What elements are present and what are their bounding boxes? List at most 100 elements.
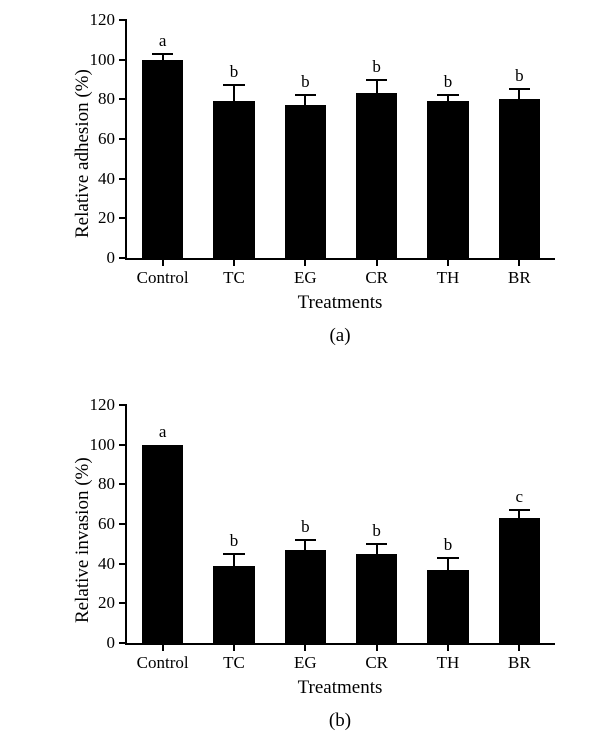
ytick xyxy=(119,483,127,485)
significance-label: b xyxy=(372,521,381,541)
chart-b-ylabel: Relative invasion (%) xyxy=(72,457,94,623)
ytick xyxy=(119,602,127,604)
ytick xyxy=(119,178,127,180)
significance-label: b xyxy=(372,57,381,77)
ytick xyxy=(119,19,127,21)
ytick xyxy=(119,257,127,259)
errorbar-cap xyxy=(509,88,530,90)
errorbar-stem xyxy=(518,89,520,99)
significance-label: b xyxy=(301,72,310,92)
xtick xyxy=(518,643,520,651)
bar xyxy=(427,101,468,258)
significance-label: a xyxy=(159,31,167,51)
errorbar-cap xyxy=(223,553,244,555)
significance-label: b xyxy=(230,62,239,82)
xcat-label: TC xyxy=(223,653,245,673)
xtick xyxy=(447,643,449,651)
significance-label: b xyxy=(444,72,453,92)
chart-b-plot: Relative invasion (%) 020406080100120Con… xyxy=(125,405,555,645)
ytick-label: 60 xyxy=(98,129,115,149)
xcat-label: TH xyxy=(437,268,460,288)
errorbar-cap xyxy=(366,79,387,81)
errorbar-cap xyxy=(437,557,458,559)
bar xyxy=(356,93,397,258)
bar xyxy=(356,554,397,643)
errorbar-cap xyxy=(509,509,530,511)
ytick-label: 120 xyxy=(90,10,116,30)
errorbar-stem xyxy=(233,554,235,566)
bar xyxy=(499,518,540,643)
ytick-label: 40 xyxy=(98,554,115,574)
chart-a-ylabel: Relative adhesion (%) xyxy=(72,69,94,238)
errorbar-stem xyxy=(376,544,378,554)
xcat-label: TC xyxy=(223,268,245,288)
xtick xyxy=(304,258,306,266)
page: Relative adhesion (%) 0 20 40 60 80 100 120 Con… xyxy=(0,0,600,745)
xcat-label: TH xyxy=(437,653,460,673)
significance-label: b xyxy=(301,517,310,537)
bar xyxy=(285,550,326,643)
chart-b-block: Relative invasion (%) 0 20 40 60 80 100 120 Con… xyxy=(30,395,570,755)
xcat-label: EG xyxy=(294,268,317,288)
errorbar-stem xyxy=(233,85,235,101)
ytick xyxy=(119,59,127,61)
ytick-label: 100 xyxy=(90,435,116,455)
errorbar-stem xyxy=(376,80,378,94)
xtick xyxy=(447,258,449,266)
chart-b-xlabel: Treatments xyxy=(298,677,383,699)
xtick xyxy=(518,258,520,266)
errorbar-cap xyxy=(295,94,316,96)
errorbar-cap xyxy=(437,94,458,96)
chart-a-panel-label: (a) xyxy=(329,325,350,347)
errorbar-stem xyxy=(518,510,520,518)
bar xyxy=(427,570,468,643)
bar xyxy=(213,566,254,643)
xtick xyxy=(376,258,378,266)
significance-label: b xyxy=(444,535,453,555)
ytick-label: 0 xyxy=(107,248,116,268)
xcat-label: CR xyxy=(365,268,388,288)
errorbar-stem xyxy=(304,540,306,550)
chart-a-plot: Relative adhesion (%) 020406080100120Con… xyxy=(125,20,555,260)
chart-b-panel-label: (b) xyxy=(329,710,351,732)
xcat-label: Control xyxy=(137,653,189,673)
errorbar-cap xyxy=(295,539,316,541)
errorbar-cap xyxy=(366,543,387,545)
ytick xyxy=(119,563,127,565)
chart-a-xlabel: Treatments xyxy=(298,292,383,314)
ytick-label: 20 xyxy=(98,593,115,613)
xcat-label: BR xyxy=(508,268,531,288)
ytick xyxy=(119,444,127,446)
xcat-label: CR xyxy=(365,653,388,673)
significance-label: a xyxy=(159,422,167,442)
errorbar-cap xyxy=(223,84,244,86)
xtick xyxy=(233,643,235,651)
ytick xyxy=(119,138,127,140)
ytick xyxy=(119,523,127,525)
ytick xyxy=(119,98,127,100)
ytick-label: 20 xyxy=(98,208,115,228)
xtick xyxy=(162,258,164,266)
ytick-label: 100 xyxy=(90,50,116,70)
bar xyxy=(142,445,183,643)
xtick xyxy=(162,643,164,651)
bar xyxy=(285,105,326,258)
significance-label: c xyxy=(516,487,524,507)
ytick-label: 40 xyxy=(98,169,115,189)
chart-a-block: Relative adhesion (%) 020406080100120Con… xyxy=(30,10,570,370)
ytick-label: 0 xyxy=(107,633,116,653)
xcat-label: BR xyxy=(508,653,531,673)
xcat-label: Control xyxy=(137,268,189,288)
bar xyxy=(499,99,540,258)
ytick-label: 80 xyxy=(98,474,115,494)
xcat-label: EG xyxy=(294,653,317,673)
ytick-label: 60 xyxy=(98,514,115,534)
ytick-label: 120 xyxy=(90,395,116,415)
significance-label: b xyxy=(515,66,524,86)
xtick xyxy=(304,643,306,651)
xtick xyxy=(233,258,235,266)
errorbar-stem xyxy=(447,558,449,570)
ytick xyxy=(119,404,127,406)
significance-label: b xyxy=(230,531,239,551)
errorbar-cap xyxy=(152,53,173,55)
